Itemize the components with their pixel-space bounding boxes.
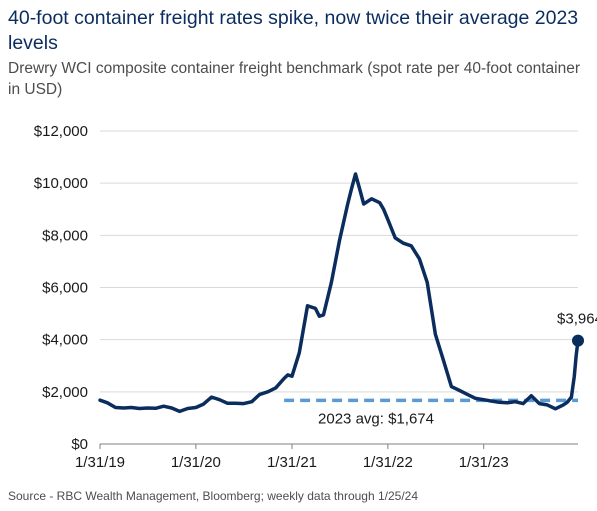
x-tick-label: 1/31/22 bbox=[363, 454, 413, 471]
x-tick-label: 1/31/20 bbox=[171, 454, 221, 471]
y-tick-label: $8,000 bbox=[42, 227, 88, 244]
freight-rate-line bbox=[98, 172, 580, 414]
latest-value-marker bbox=[572, 334, 584, 347]
x-axis: 1/31/19 1/31/20 1/31/21 1/31/22 1/31/23 bbox=[75, 443, 578, 471]
annotations: $3,964 bbox=[557, 311, 597, 347]
x-tick-label: 1/31/19 bbox=[75, 454, 125, 471]
y-tick-label: $6,000 bbox=[42, 280, 88, 297]
y-tick-label: $0 bbox=[71, 436, 88, 453]
source-note: Source - RBC Wealth Management, Bloomber… bbox=[8, 489, 419, 503]
average-reference: 2023 avg: $1,674 bbox=[284, 398, 578, 427]
y-axis-tick-labels: $0 $2,000 $4,000 $6,000 $8,000 $10,000 $12,000 bbox=[34, 123, 88, 453]
latest-value-label: $3,964 bbox=[557, 311, 597, 328]
series-layer bbox=[98, 172, 580, 414]
chart-subtitle: Drewry WCI composite container freight b… bbox=[8, 60, 581, 98]
x-tick-label: 1/31/23 bbox=[459, 454, 509, 471]
y-tick-label: $2,000 bbox=[42, 384, 88, 401]
y-tick-label: $10,000 bbox=[34, 175, 88, 192]
gridlines bbox=[100, 130, 578, 393]
average-label: 2023 avg: $1,674 bbox=[318, 410, 434, 427]
y-tick-label: $4,000 bbox=[42, 332, 88, 349]
x-tick-label: 1/31/21 bbox=[267, 454, 317, 471]
y-tick-label: $12,000 bbox=[34, 123, 88, 140]
chart-title: 40-foot container freight rates spike, n… bbox=[8, 7, 579, 54]
